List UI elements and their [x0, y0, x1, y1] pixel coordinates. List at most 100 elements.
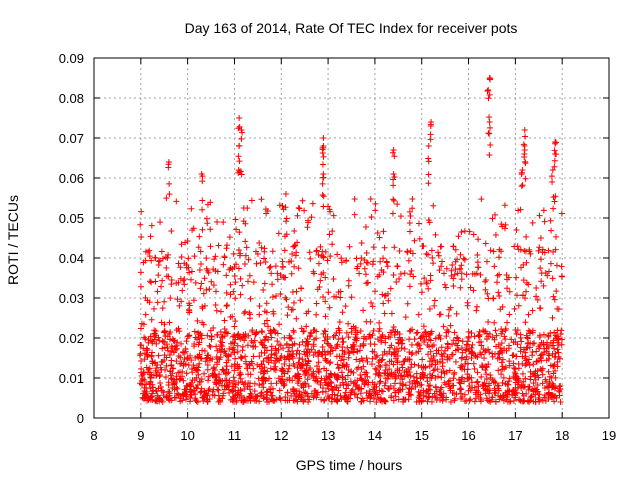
data-point [267, 365, 274, 372]
data-point [213, 307, 220, 314]
data-point [319, 161, 326, 168]
data-point [287, 334, 294, 341]
data-point [246, 393, 253, 400]
data-point [521, 397, 528, 404]
data-point [480, 327, 487, 334]
data-point [284, 389, 291, 396]
data-point [538, 278, 545, 285]
data-point [169, 384, 176, 391]
data-point [286, 353, 293, 360]
data-point [473, 379, 480, 386]
data-point [349, 386, 356, 393]
data-point [485, 319, 492, 326]
data-point [213, 343, 220, 350]
data-point [506, 342, 513, 349]
data-point [373, 398, 380, 405]
data-point [540, 351, 547, 358]
data-point [194, 317, 201, 324]
data-point [448, 272, 455, 279]
data-point [511, 305, 518, 312]
y-tick-label: 0.07 [59, 131, 84, 146]
data-point [353, 356, 360, 363]
data-point [453, 334, 460, 341]
data-point [195, 364, 202, 371]
x-tick-label: 15 [414, 428, 428, 443]
data-point [501, 225, 508, 232]
data-point [470, 360, 477, 367]
data-point [310, 368, 317, 375]
data-point [304, 335, 311, 342]
data-point [305, 308, 312, 315]
data-point [465, 346, 472, 353]
data-point [519, 182, 526, 189]
data-point [205, 377, 212, 384]
data-point [142, 294, 149, 301]
data-point [208, 333, 215, 340]
data-point [381, 370, 388, 377]
data-point [536, 332, 543, 339]
data-point [305, 366, 312, 373]
data-point [177, 264, 184, 271]
data-point [517, 344, 524, 351]
data-point [378, 337, 385, 344]
data-point [486, 76, 493, 83]
data-point [526, 356, 533, 363]
data-point [305, 219, 312, 226]
data-point [523, 345, 530, 352]
data-point [451, 271, 458, 278]
data-point [172, 347, 179, 354]
data-point [181, 386, 188, 393]
data-point [438, 374, 445, 381]
data-point [246, 315, 253, 322]
data-point [410, 273, 417, 280]
data-point [513, 330, 520, 337]
data-point [486, 119, 493, 125]
data-point [167, 328, 174, 335]
data-point [401, 345, 408, 352]
data-point [458, 355, 465, 362]
data-point [414, 329, 421, 336]
data-point [294, 347, 301, 354]
data-point [236, 229, 243, 236]
data-point [551, 398, 558, 405]
data-point [418, 381, 425, 388]
data-point [362, 369, 369, 376]
data-point [237, 275, 244, 282]
data-point [236, 252, 243, 259]
data-point [471, 398, 478, 405]
data-point [381, 244, 388, 251]
data-point [197, 355, 204, 362]
data-point [367, 334, 374, 341]
data-point [158, 359, 165, 366]
data-point [167, 295, 174, 302]
data-point [137, 283, 144, 290]
data-point [537, 355, 544, 362]
data-point [437, 386, 444, 393]
data-point [460, 255, 467, 262]
data-point [489, 350, 496, 357]
data-point [523, 390, 530, 397]
data-point [201, 348, 208, 355]
data-point [175, 325, 182, 332]
data-point [417, 334, 424, 341]
data-point [160, 389, 167, 396]
data-point [456, 379, 463, 386]
data-point [437, 243, 444, 250]
data-point [275, 230, 282, 237]
data-point [506, 398, 513, 405]
data-point [329, 228, 336, 235]
data-point [337, 288, 344, 295]
data-point [527, 376, 534, 383]
data-point [241, 261, 248, 268]
data-point [446, 383, 453, 390]
data-point [296, 361, 303, 368]
data-point [380, 300, 387, 307]
data-point [416, 235, 423, 242]
data-point [430, 353, 437, 360]
data-point [486, 382, 493, 389]
data-point [239, 378, 246, 385]
data-point [402, 314, 409, 321]
data-point [183, 338, 190, 345]
data-point [266, 375, 273, 382]
